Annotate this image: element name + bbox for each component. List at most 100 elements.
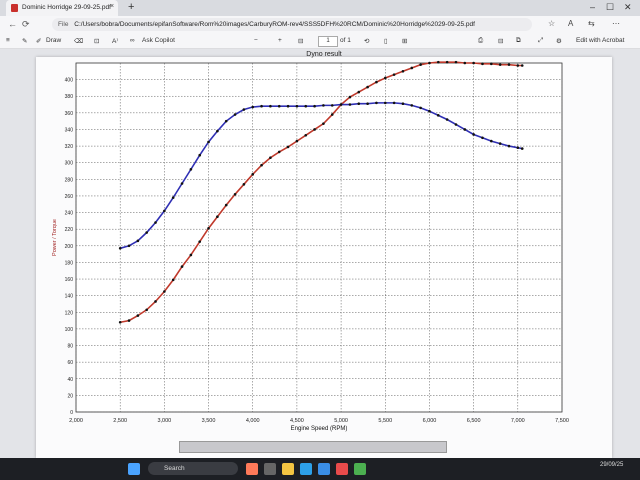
windows-start-icon[interactable] [128, 463, 140, 475]
save-icon[interactable]: ⊟ [498, 38, 504, 45]
data-point [242, 183, 246, 186]
split-screen-icon[interactable]: ⇆ [588, 19, 595, 28]
back-icon[interactable]: ← [8, 19, 17, 29]
data-point [322, 122, 325, 125]
data-point [366, 85, 369, 89]
close-window-icon[interactable]: ✕ [624, 2, 632, 12]
data-point [198, 153, 202, 157]
y-tick-label: 60 [67, 360, 73, 366]
data-point [304, 104, 308, 108]
data-point [490, 62, 493, 66]
draw-icon[interactable]: ✐ [36, 38, 42, 45]
data-point [136, 239, 140, 243]
text-icon[interactable]: ⊡ [94, 38, 100, 45]
data-point [251, 105, 255, 109]
highlight-icon[interactable]: ✎ [22, 38, 28, 45]
two-page-icon[interactable]: ▯ [384, 38, 388, 45]
x-tick-label: 6,000 [423, 418, 437, 424]
more-icon[interactable]: ⋯ [612, 19, 620, 28]
screen: Dominic Horridge 29-09-25.pdf × + – ☐ ✕ … [0, 0, 640, 458]
erase-icon[interactable]: ⌫ [74, 38, 84, 45]
file-explorer-icon[interactable] [282, 463, 294, 475]
x-tick-label: 7,000 [511, 418, 525, 424]
new-tab-button[interactable]: + [128, 1, 135, 13]
data-point [401, 70, 405, 73]
save-as-icon[interactable]: ⧉ [516, 37, 521, 44]
x-tick-label: 3,500 [202, 418, 216, 424]
data-point [428, 109, 431, 113]
y-tick-label: 300 [65, 161, 74, 167]
print-icon[interactable]: ⎙ [478, 37, 484, 44]
read-aloud-icon[interactable]: A⁾ [112, 38, 118, 45]
data-point [216, 215, 219, 219]
excel-icon[interactable] [354, 463, 366, 475]
minimize-icon[interactable]: – [590, 2, 596, 12]
rotate-icon[interactable]: ⟲ [364, 38, 370, 45]
list-icon[interactable]: ≡ [6, 37, 10, 44]
data-point [445, 60, 449, 64]
data-point [198, 240, 202, 243]
data-point [436, 114, 440, 117]
star-icon[interactable]: ☆ [548, 19, 556, 28]
mail-icon[interactable] [318, 463, 330, 475]
edit-with-acrobat-button[interactable]: Edit with Acrobat [576, 37, 625, 44]
y-tick-label: 260 [65, 194, 74, 200]
data-point [357, 90, 361, 94]
edge-icon[interactable] [300, 463, 312, 475]
maximize-icon[interactable]: ☐ [606, 2, 615, 12]
close-icon[interactable]: × [110, 3, 115, 10]
reader-icon[interactable]: A [568, 19, 574, 28]
data-point [436, 60, 440, 64]
y-tick-label: 100 [65, 327, 74, 333]
fullscreen-icon[interactable]: ⤢ [538, 37, 544, 44]
y-tick-label: 160 [65, 277, 74, 283]
copilot-icon[interactable]: ∞ [130, 37, 135, 44]
page-number-input[interactable]: 1 [318, 36, 338, 47]
data-point [286, 104, 290, 108]
data-point [251, 173, 255, 176]
data-point [154, 221, 157, 224]
browser-tab[interactable]: Dominic Horridge 29-09-25.pdf × [6, 0, 118, 16]
data-point [171, 278, 175, 282]
data-point [481, 62, 484, 66]
x-tick-label: 5,500 [378, 418, 392, 424]
settings-icon[interactable]: ⚙ [556, 38, 562, 45]
y-tick-label: 400 [65, 78, 74, 84]
x-tick-label: 4,000 [246, 418, 260, 424]
data-point [463, 128, 467, 131]
draw-button[interactable]: Draw [46, 37, 62, 44]
taskbar-search[interactable]: Search [148, 462, 238, 475]
data-point [127, 244, 131, 248]
pdf-page: Dyno result 2,000 2,500 3,000 3,500 4,000 4,5… [36, 51, 612, 458]
app-icon[interactable] [336, 463, 348, 475]
data-point [516, 146, 520, 150]
pdf-toolbar: ≡ ✎ ✐ Draw ⌫ ⊡ A⁾ ∞ Ask Copilot − + ⊟ 1 … [0, 34, 640, 49]
data-point [330, 113, 334, 116]
task-view-icon[interactable] [264, 463, 276, 475]
data-point [136, 314, 140, 317]
export-icon[interactable]: ⊞ [402, 38, 408, 45]
data-point [357, 102, 361, 106]
x-tick-label: 7,500 [555, 418, 569, 424]
y-tick-label: 180 [65, 260, 74, 266]
y-tick-label: 120 [65, 310, 74, 316]
widgets-icon[interactable] [246, 463, 258, 475]
tab-title: Dominic Horridge 29-09-25.pdf [22, 4, 111, 11]
y-tick-label: 20 [67, 393, 73, 399]
data-point [348, 95, 352, 99]
data-point [322, 104, 325, 107]
refresh-icon[interactable]: ⟳ [22, 19, 30, 29]
data-point [242, 108, 246, 111]
data-point [419, 106, 422, 110]
data-point [260, 104, 263, 108]
data-point [127, 319, 131, 322]
ask-copilot-button[interactable]: Ask Copilot [142, 37, 175, 44]
x-tick-label: 5,000 [334, 418, 348, 424]
x-tick-label: 2,500 [113, 418, 127, 424]
zoom-out-button[interactable]: − [254, 37, 258, 44]
zoom-in-button[interactable]: + [278, 37, 282, 44]
address-bar[interactable]: File C:/Users/bobra/Documents/epifanSoft… [52, 18, 532, 31]
x-tick-label: 3,000 [157, 418, 171, 424]
fit-page-icon[interactable]: ⊟ [298, 38, 304, 45]
data-point [154, 300, 157, 303]
